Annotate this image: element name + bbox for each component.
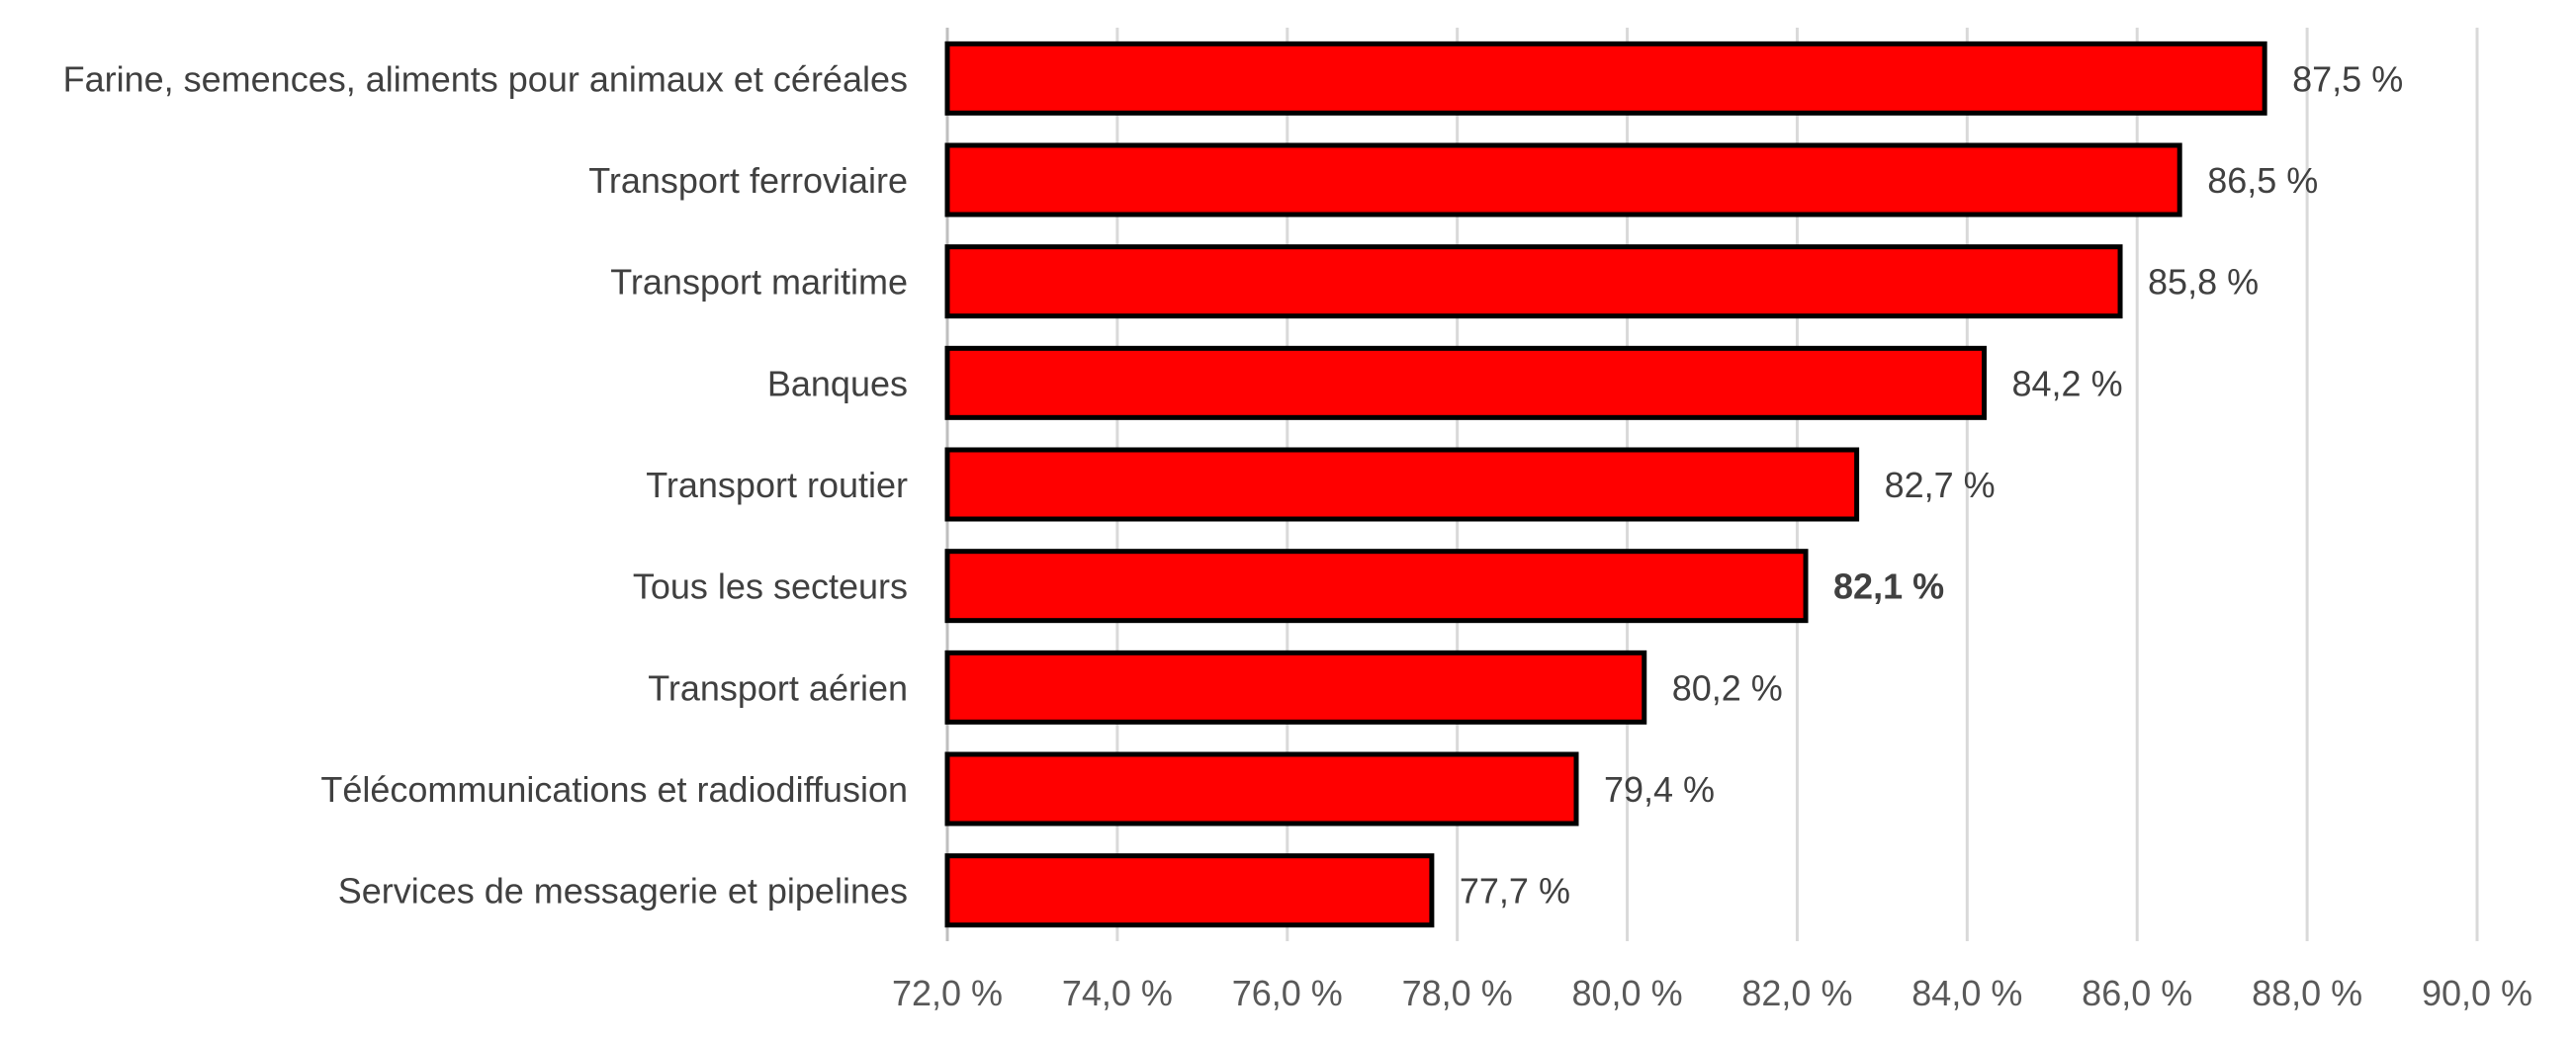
category-label: Transport maritime [610, 262, 908, 303]
bar [944, 41, 2267, 116]
data-label: 80,2 % [1672, 667, 1783, 708]
data-label: 85,8 % [2148, 262, 2259, 303]
bar [944, 447, 1860, 522]
data-label: 84,2 % [2012, 363, 2123, 403]
category-label: Banques [767, 363, 908, 403]
bar [944, 751, 1579, 826]
data-label: 86,5 % [2207, 160, 2318, 201]
category-label: Télécommunications et radiodiffusion [320, 769, 908, 810]
data-label: 77,7 % [1460, 871, 1570, 912]
category-label: Farine, semences, aliments pour animaux … [63, 58, 908, 99]
bar [944, 549, 1809, 624]
category-label: Services de messagerie et pipelines [338, 871, 908, 912]
category-label: Transport aérien [648, 667, 908, 708]
x-axis-tick-labels: 72,0 % 74,0 % 76,0 % 78,0 % 80,0 % 82,0 % 84,0… [892, 973, 2532, 1013]
value-labels: 87,5 % 86,5 % 85,8 % 84,2 % 82,7 % 82,1 % 80,2… [1460, 58, 2403, 911]
data-label: 82,7 % [1885, 465, 1996, 505]
x-tick-label: 82,0 % [1741, 973, 1852, 1013]
data-label: 82,1 % [1833, 566, 1944, 607]
x-tick-label: 90,0 % [2422, 973, 2532, 1013]
x-tick-label: 80,0 % [1572, 973, 1683, 1013]
data-label: 79,4 % [1604, 769, 1715, 810]
x-tick-label: 76,0 % [1232, 973, 1343, 1013]
bar [944, 345, 1988, 420]
x-tick-label: 72,0 % [892, 973, 1003, 1013]
x-tick-label: 88,0 % [2252, 973, 2362, 1013]
bar [944, 244, 2123, 319]
bar [944, 142, 2182, 218]
category-label: Tous les secteurs [633, 566, 908, 607]
x-tick-label: 74,0 % [1062, 973, 1173, 1013]
x-tick-label: 84,0 % [1911, 973, 2022, 1013]
x-tick-label: 86,0 % [2082, 973, 2192, 1013]
category-label: Transport routier [646, 465, 908, 505]
bar [944, 853, 1435, 928]
x-tick-label: 78,0 % [1402, 973, 1513, 1013]
category-labels: Farine, semences, aliments pour animaux … [63, 58, 908, 911]
bar [944, 650, 1647, 725]
category-label: Transport ferroviaire [588, 160, 908, 201]
bars [944, 41, 2267, 928]
data-label: 87,5 % [2292, 58, 2403, 99]
